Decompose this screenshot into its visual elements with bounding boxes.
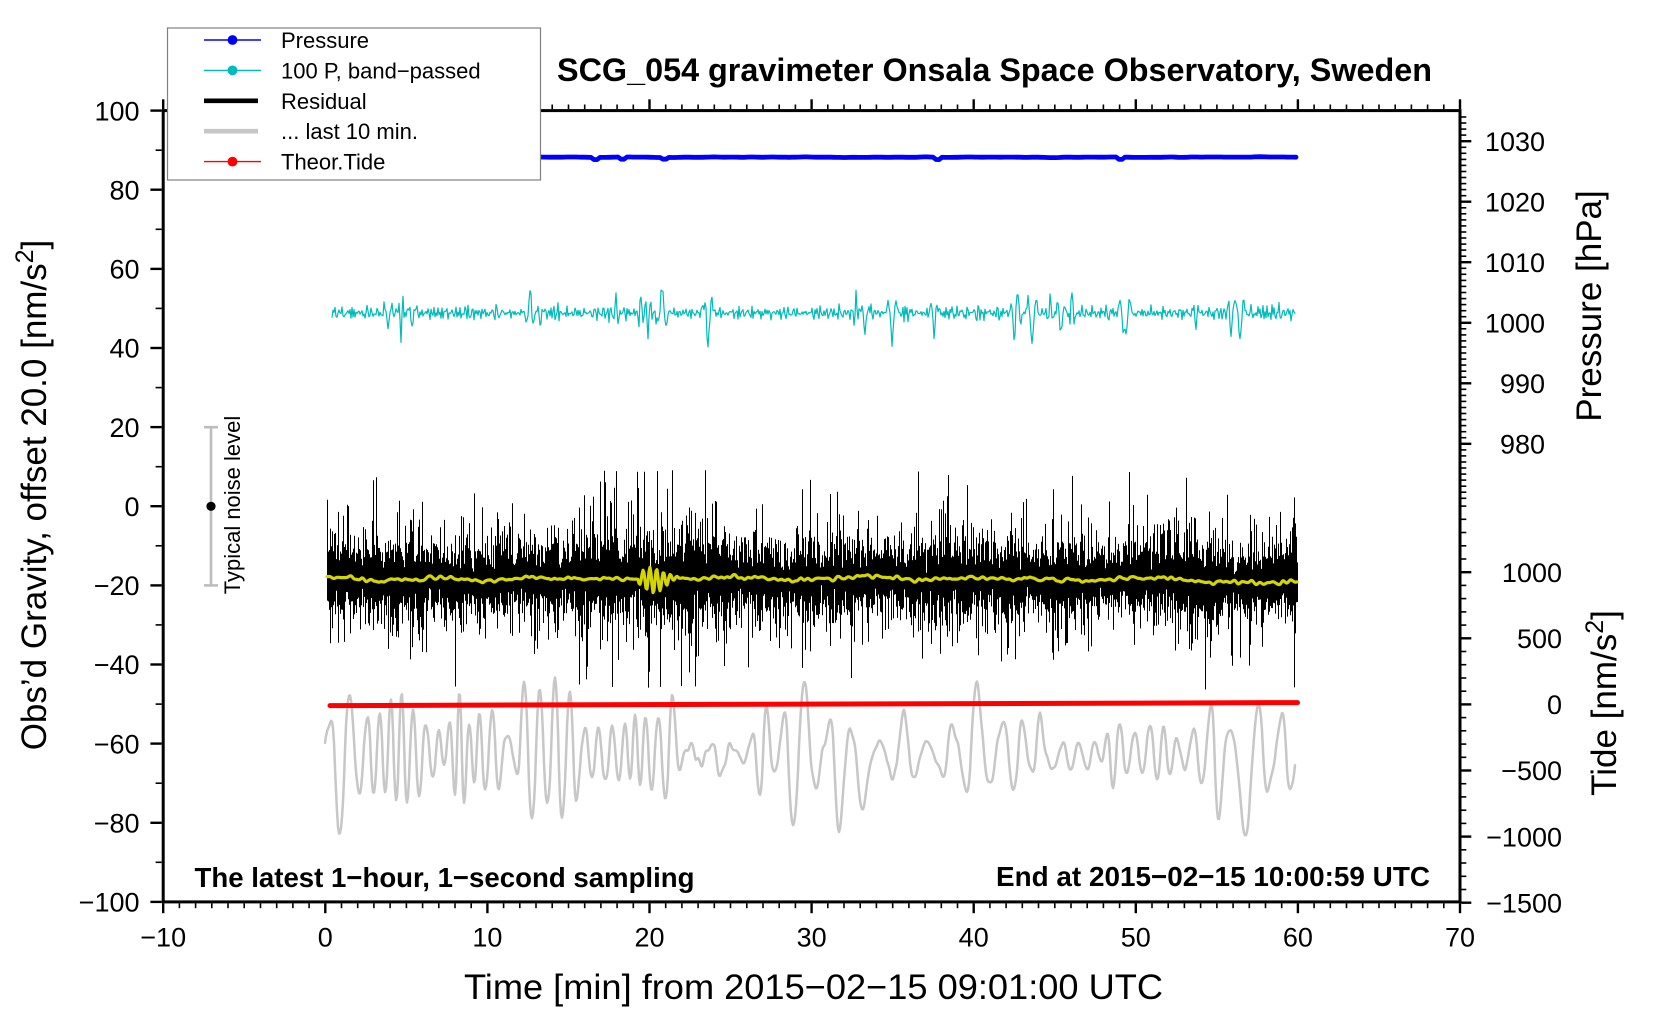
svg-text:40: 40 [959, 923, 989, 953]
svg-text:0: 0 [1547, 690, 1562, 720]
svg-text:−100: −100 [79, 888, 140, 918]
svg-text:−500: −500 [1501, 756, 1562, 786]
svg-text:1030: 1030 [1485, 127, 1545, 157]
svg-text:70: 70 [1445, 923, 1475, 953]
svg-text:20: 20 [634, 923, 664, 953]
svg-text:50: 50 [1121, 923, 1151, 953]
svg-text:−10: −10 [140, 923, 186, 953]
svg-text:Residual: Residual [281, 89, 367, 114]
svg-text:40: 40 [109, 334, 139, 364]
svg-text:SCG_054 gravimeter Onsala Spac: SCG_054 gravimeter Onsala Space Observat… [557, 52, 1432, 88]
svg-text:100 P, band−passed: 100 P, band−passed [281, 58, 481, 83]
svg-text:Typical noise level: Typical noise level [220, 416, 245, 595]
svg-text:10: 10 [472, 923, 502, 953]
svg-text:1020: 1020 [1485, 187, 1545, 217]
svg-text:−20: −20 [94, 571, 140, 601]
svg-text:990: 990 [1500, 369, 1545, 399]
svg-text:Time [min] from 2015−02−15 09:: Time [min] from 2015−02−15 09:01:00 UTC [464, 968, 1163, 1007]
svg-text:Theor.Tide: Theor.Tide [281, 150, 385, 175]
svg-text:−1500: −1500 [1486, 888, 1562, 918]
svg-text:500: 500 [1517, 624, 1562, 654]
svg-text:−1000: −1000 [1486, 822, 1562, 852]
svg-text:End at 2015−02−15 10:00:59 UTC: End at 2015−02−15 10:00:59 UTC [996, 861, 1430, 892]
svg-text:Pressure: Pressure [281, 28, 369, 53]
svg-text:30: 30 [797, 923, 827, 953]
svg-text:20: 20 [109, 413, 139, 443]
svg-text:0: 0 [318, 923, 333, 953]
svg-text:−80: −80 [94, 809, 140, 839]
svg-text:The latest 1−hour, 1−second sa: The latest 1−hour, 1−second sampling [195, 862, 695, 893]
svg-text:−40: −40 [94, 650, 140, 680]
svg-text:Pressure [hPa]: Pressure [hPa] [1570, 190, 1609, 422]
svg-text:... last 10 min.: ... last 10 min. [281, 119, 418, 144]
svg-text:0: 0 [124, 492, 139, 522]
svg-text:980: 980 [1500, 430, 1545, 460]
svg-text:1000: 1000 [1485, 309, 1545, 339]
svg-text:80: 80 [109, 175, 139, 205]
svg-text:60: 60 [109, 255, 139, 285]
svg-text:−60: −60 [94, 729, 140, 759]
svg-text:Tide [nm/s2]: Tide [nm/s2] [1581, 610, 1624, 796]
svg-text:1000: 1000 [1502, 558, 1562, 588]
svg-text:Obs’d Gravity, offset 20.0 [nm: Obs’d Gravity, offset 20.0 [nm/s2] [11, 240, 54, 751]
svg-text:100: 100 [94, 96, 139, 126]
svg-text:60: 60 [1283, 923, 1313, 953]
svg-text:1010: 1010 [1485, 248, 1545, 278]
